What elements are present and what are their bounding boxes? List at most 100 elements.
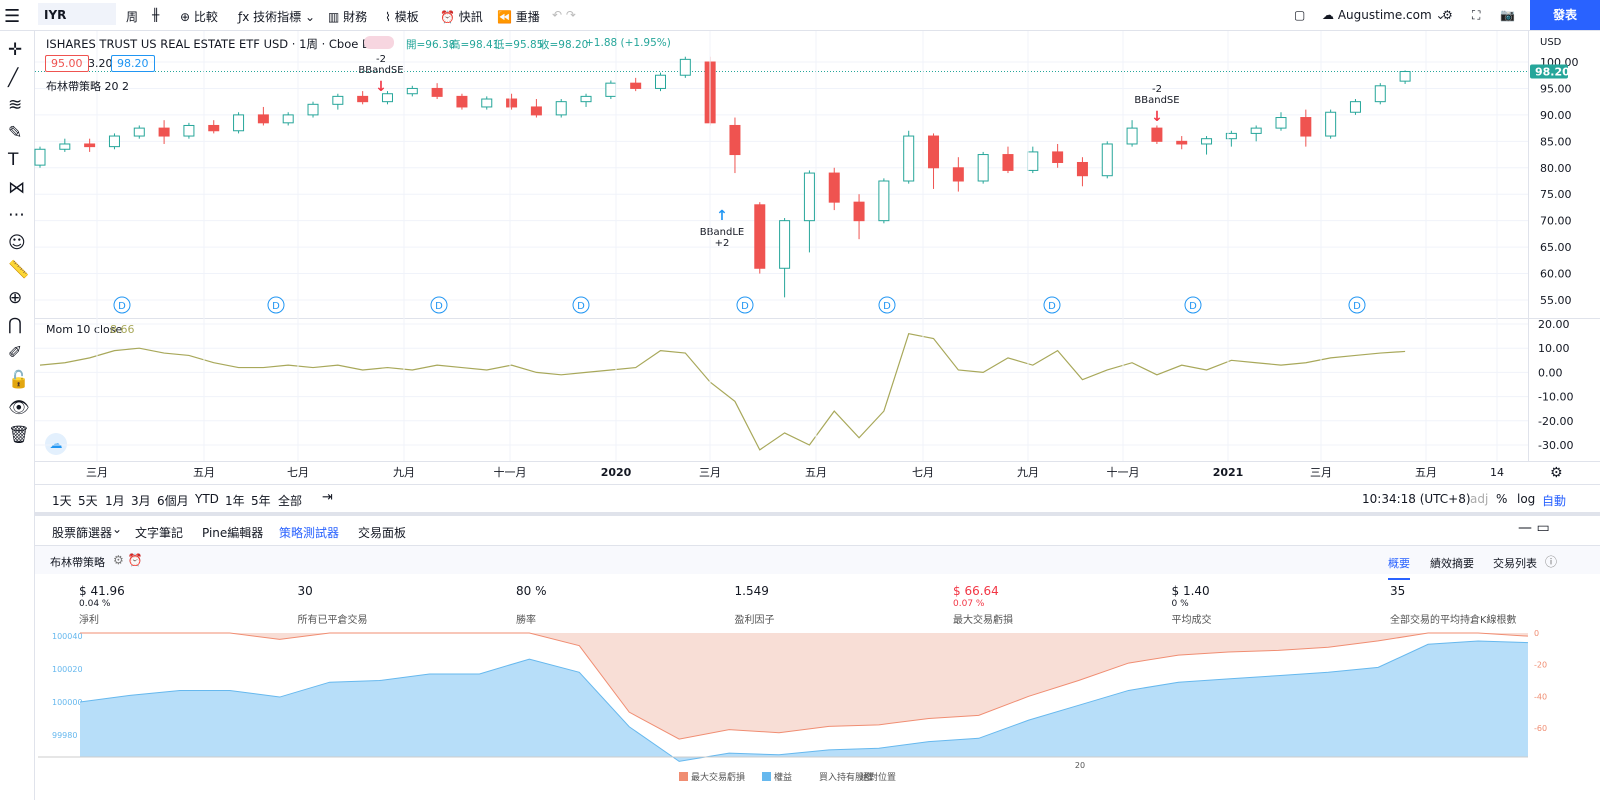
strategy-settings[interactable]: ⚙ ⏰ — [113, 553, 143, 567]
financials[interactable]: ▥ 財務 — [328, 10, 368, 24]
ask-box: 98.20 — [111, 55, 155, 72]
candle-body — [555, 101, 567, 116]
dividend-marker — [1348, 296, 1366, 314]
templates[interactable]: ⌇ 模板 — [385, 10, 419, 24]
dividend-marker — [572, 296, 590, 314]
settings[interactable]: ⚙ — [1442, 8, 1453, 22]
range-button[interactable]: 6個月 — [157, 494, 189, 508]
symbol-search[interactable]: IYR — [38, 3, 116, 25]
range-button[interactable]: 1月 — [105, 494, 125, 508]
range-button[interactable]: 5年 — [251, 494, 271, 508]
clock: 10:34:18 (UTC+8) — [1362, 492, 1471, 506]
dividend-label: D — [272, 301, 280, 312]
panel-tab[interactable]: 策略測試器 — [279, 526, 340, 540]
legend-badge[interactable] — [364, 36, 394, 49]
snapshot[interactable]: 📷 — [1500, 8, 1515, 22]
menu[interactable]: ☰ — [4, 6, 21, 27]
drawing-toolbar: ✛ ╱ ≋ ✎ T ⋈ ⋯ ☺ 📏 ⊕ ⋂ ✐ 🔓 👁 🗑 — [0, 31, 35, 800]
candle-body — [1176, 140, 1188, 145]
legend-option[interactable]: 買入持有股權 — [819, 771, 873, 783]
financials-label: 財務 — [343, 10, 368, 24]
candle-body — [903, 135, 915, 182]
alerts[interactable]: ⏰ 快訊 — [440, 10, 483, 24]
panel-controls[interactable]: — ▭ — [1518, 520, 1550, 536]
range-button[interactable]: YTD — [195, 492, 219, 506]
panel-tab[interactable]: 文字筆記 — [135, 526, 184, 540]
layout[interactable]: ▢ — [1294, 8, 1306, 22]
candle-body — [158, 127, 170, 137]
equity-tick-label: 99980 — [52, 731, 77, 740]
dividend-label: D — [577, 301, 585, 312]
candle-body — [878, 180, 890, 222]
panel-tab[interactable]: Pine編輯器 — [202, 526, 264, 540]
metric-sub: 0 % — [1171, 599, 1189, 609]
panel-tab[interactable]: 交易面板 — [358, 526, 407, 540]
range-button[interactable]: 全部 — [278, 494, 303, 508]
percent[interactable]: % — [1496, 492, 1508, 506]
chart-type[interactable]: ╫ — [152, 8, 160, 22]
time-label: 三月 — [86, 466, 108, 479]
time-label: 三月 — [1310, 466, 1332, 479]
range-button[interactable]: 3月 — [131, 494, 151, 508]
adj[interactable]: adj — [1470, 492, 1489, 506]
strategy-legend: 布林帶策略 20 2 — [46, 80, 129, 93]
equity-tick-label: 100040 — [52, 632, 83, 641]
signal-arrow: ↑ — [716, 208, 728, 224]
candle-body — [828, 172, 840, 203]
range-button[interactable]: 1天 — [52, 494, 72, 508]
indicators[interactable]: ƒx 技術指標 ⌄ — [238, 10, 316, 24]
series-area — [80, 640, 1528, 762]
tool-icons[interactable]: ✛ ╱ ≋ ✎ T ⋈ ⋯ ☺ 📏 ⊕ ⋂ ✐ 🔓 👁 🗑 — [8, 40, 30, 445]
candle-body — [1151, 127, 1163, 142]
strategy-header — [35, 546, 1600, 574]
range-button[interactable]: 1年 — [225, 494, 245, 508]
auto[interactable]: 自動 — [1542, 494, 1567, 508]
metric-value: $ 1.40 — [1171, 584, 1210, 598]
candle-body — [1325, 111, 1337, 137]
spread: 3.20 — [88, 57, 113, 70]
candle-body — [729, 124, 741, 156]
metric-value: 1.549 — [734, 584, 769, 598]
candle-body — [133, 127, 145, 137]
bid-box: 95.00 — [45, 55, 89, 72]
momentum-tick-label: 20.00 — [1538, 318, 1570, 331]
view-tab[interactable]: 概要 — [1388, 555, 1410, 580]
cloud-button[interactable] — [45, 433, 67, 455]
compare[interactable]: ⊕ 比較 — [180, 10, 218, 24]
metric-label: 全部交易的平均持倉K線根數 — [1390, 615, 1517, 626]
candle-body — [803, 172, 815, 222]
replay[interactable]: ⏪ 重播 — [497, 10, 540, 24]
view-tab[interactable]: 績效摘要 — [1430, 557, 1474, 570]
date-range[interactable]: ⇥ — [322, 490, 333, 505]
range-button[interactable]: 5天 — [78, 494, 98, 508]
log[interactable]: log — [1517, 492, 1536, 506]
currency-label: USD — [1540, 37, 1562, 48]
candle-body — [1126, 127, 1138, 145]
publish[interactable]: 發表 — [1530, 0, 1600, 30]
dividend-marker — [430, 296, 448, 314]
signal-label: BBandSE — [1134, 95, 1179, 106]
candle-body — [580, 95, 592, 103]
panel-tab[interactable]: 股票篩選器 — [52, 526, 113, 540]
replay-label: 重播 — [515, 10, 540, 24]
signal-arrow: ↓ — [375, 79, 387, 95]
interval[interactable]: 周 — [126, 10, 139, 24]
candle-body — [381, 93, 393, 103]
legend-option[interactable]: 絕對位置 — [860, 771, 896, 783]
signal-arrow: ↓ — [1151, 109, 1163, 125]
tab-arrow[interactable]: ⌄ — [112, 522, 123, 536]
help[interactable]: ⓘ — [1545, 555, 1558, 569]
metric-value: $ 66.64 — [953, 584, 999, 598]
candle-body — [1002, 154, 1014, 171]
dividend-marker — [878, 296, 896, 314]
dividend-label: D — [1048, 301, 1056, 312]
account[interactable]: ☁ Augustime.com ⌄ — [1322, 8, 1446, 22]
range-bar-border — [35, 484, 1600, 485]
fullscreen[interactable]: ⛶ — [1472, 8, 1481, 22]
view-tab[interactable]: 交易列表 — [1493, 557, 1537, 570]
metric-label: 勝率 — [516, 615, 536, 626]
candle-body — [1300, 117, 1312, 137]
equity-tick-label: 100000 — [52, 698, 83, 707]
undo-redo[interactable]: ↶ ↷ — [552, 8, 576, 22]
